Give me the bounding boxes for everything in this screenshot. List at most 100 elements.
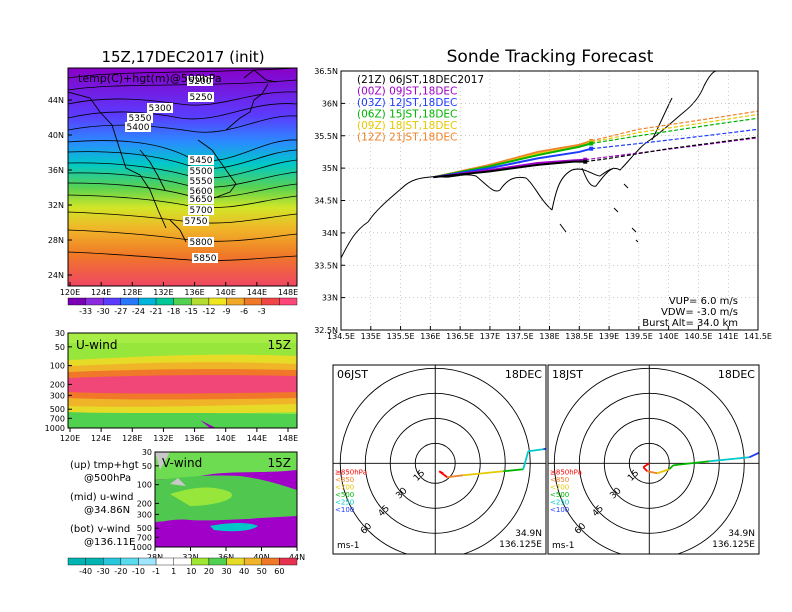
uwind-pressure-tick: 1000 [45, 424, 65, 433]
track-legend-item: (03Z) 12JST,18DEC [357, 97, 457, 109]
polar-legend-item: ≥850hPa [335, 468, 367, 476]
panel-legend: (up) tmp+hgt @500hPa (mid) u-wind @34.86… [70, 460, 139, 548]
polar-legend-item: <500 [335, 491, 354, 499]
legend-bot-lon: @136.11E [84, 537, 135, 548]
vwind-pressure-tick: 300 [137, 510, 152, 519]
polar-legend-item: <250 [335, 498, 354, 506]
temp-lon-tick: 144E [247, 288, 267, 297]
temp-colorbar-label: -3 [258, 307, 266, 316]
track-lon-tick: 135E [361, 332, 381, 341]
track-lon-tick: 137E [480, 332, 500, 341]
track-series [433, 110, 758, 179]
wind-hodograph-segment [528, 448, 544, 453]
wind-colorbar-label: 20 [204, 567, 214, 576]
temp-lon-tick: 136E [184, 288, 204, 297]
wind-colorbar-label: 50 [257, 567, 267, 576]
temp-colorbar-swatch [138, 297, 157, 306]
track-lat-tick: 35.5N [314, 132, 338, 141]
polar-frame [547, 364, 760, 555]
contour-label: 5300 [149, 104, 172, 114]
temp-colorbar-label: -9 [223, 307, 231, 316]
temp-lon-tick: 132E [153, 288, 173, 297]
track-map-title: Sonde Tracking Forecast [447, 47, 654, 67]
contour-label: 5600 [190, 187, 213, 197]
wind-hodograph-segment [463, 472, 484, 477]
uwind-lon-tick: 120E [60, 434, 80, 443]
uwind-pressure-tick: 500 [50, 405, 65, 414]
track-lon-tick: 135.5E [387, 332, 415, 341]
temp-colorbar-label: -21 [150, 307, 163, 316]
wind-colorbar-label: 10 [186, 567, 196, 576]
temp-lat-ticks: 44N 40N 36N 32N 28N 24N [48, 96, 72, 280]
uwind-lon-tick: 124E [91, 434, 111, 443]
legend-up-level: @500hPa [84, 473, 131, 484]
wind-colorbar-swatch [243, 557, 262, 566]
uwind-lon-ticks: 120E 124E 128E 132E 136E 140E 144E 148E [60, 428, 298, 443]
temp-lat-tick: 44N [48, 96, 64, 105]
contour-label: 5650 [190, 195, 213, 205]
temp-lat-tick: 28N [48, 236, 64, 245]
vwind-pressure-tick: 100 [137, 481, 152, 490]
wind-hodograph-segment [503, 468, 524, 473]
temp-lon-tick: 148E [278, 288, 298, 297]
temp-map-overlay-label: temp(C)+hgt(m)@500hPa [78, 72, 222, 85]
temp-colorbar-swatch [243, 297, 262, 306]
vwind-pressure-tick: 200 [137, 499, 152, 508]
track-lon-tick: 136E [420, 332, 440, 341]
track-lat-tick: 36N [322, 99, 338, 108]
polar-ring-label: 15 [412, 468, 427, 483]
wind-colorbar-label: 1 [171, 567, 176, 576]
contour-label: 5200 [189, 77, 212, 87]
temp-colorbar-swatch [155, 297, 174, 306]
track-legend-item: (09Z) 18JST,18DEC [357, 120, 457, 132]
temp-map-title: 15Z,17DEC2017 (init) [101, 48, 264, 66]
track-lat-ticks: 36.5N 36N 35.5N 35N 34.5N 34N 33.5N 33N 32.5N [314, 67, 345, 335]
wind-hodograph-segment [447, 474, 464, 479]
temp-lon-ticks: 120E 124E 128E 132E 136E 140E 144E 148E [60, 282, 298, 297]
wind-hodograph-segment [709, 456, 750, 463]
vwind-pressure-tick: 50 [142, 462, 152, 471]
uwind-lon-tick: 128E [122, 434, 142, 443]
temp-field [68, 68, 297, 286]
track-legend-item: (21Z) 06JST,18DEC2017 [357, 74, 484, 86]
vwind-lat-tick: 36N [218, 553, 234, 562]
vwind-lat-tick: 32N [182, 553, 198, 562]
wind-hodograph-segment [748, 451, 759, 459]
temp-colorbar-swatch [226, 297, 245, 306]
track-lon-tick: 137.5E [506, 332, 534, 341]
temp-colorbar-swatch [191, 297, 210, 306]
track-gridlines [341, 71, 758, 330]
polar-lon: 136.125E [499, 540, 542, 550]
track-lon-tick: 138.5E [565, 332, 593, 341]
uwind-pressure-tick: 200 [50, 380, 65, 389]
track-lon-tick: 136.5E [446, 332, 474, 341]
uwind-pressure-tick: 300 [50, 391, 65, 400]
wind-colorbar-swatch [138, 557, 157, 566]
contour-label: 5700 [190, 206, 213, 216]
polar-legend-item: <700 [550, 483, 569, 491]
wind-hodograph-segment [438, 470, 448, 478]
temp-colorbar-swatch [279, 297, 298, 306]
track-lat-tick: 34N [322, 229, 338, 238]
temp-colorbar-label: -6 [240, 307, 248, 316]
temp-colorbar-swatch [85, 297, 104, 306]
contour-label: 5750 [185, 217, 208, 227]
track-lon-tick: 139.5E [625, 332, 653, 341]
legend-bot: (bot) v-wind [70, 524, 130, 535]
legend-up: (up) tmp+hgt [70, 460, 139, 471]
uwind-lon-tick: 132E [153, 434, 173, 443]
track-legend: (21Z) 06JST,18DEC2017(00Z) 09JST,18DEC(0… [357, 74, 484, 144]
wind-colorbar-label: 60 [274, 567, 284, 576]
wind-colorbar-swatch [208, 557, 227, 566]
polar-legend-item: <100 [550, 506, 569, 514]
wind-colorbar-swatch [261, 557, 280, 566]
contour-label: 5500 [190, 167, 213, 177]
wind-colorbar-swatch [226, 557, 245, 566]
temp-colorbar-label: -18 [167, 307, 180, 316]
track-line-ascent [433, 160, 586, 179]
polar-lat: 34.9N [515, 529, 542, 539]
wind-colorbar-swatch [173, 557, 192, 566]
track-lon-tick: 141.5E [744, 332, 772, 341]
track-lat-tick: 33N [322, 294, 338, 303]
